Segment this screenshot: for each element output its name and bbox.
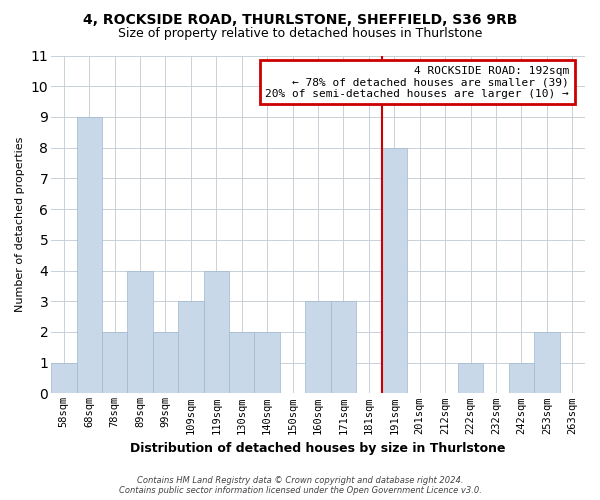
Bar xyxy=(382,148,407,394)
Text: 4, ROCKSIDE ROAD, THURLSTONE, SHEFFIELD, S36 9RB: 4, ROCKSIDE ROAD, THURLSTONE, SHEFFIELD,… xyxy=(83,12,517,26)
X-axis label: Distribution of detached houses by size in Thurlstone: Distribution of detached houses by size … xyxy=(130,442,506,455)
Bar xyxy=(127,270,153,394)
Bar xyxy=(305,301,331,394)
Text: 4 ROCKSIDE ROAD: 192sqm
← 78% of detached houses are smaller (39)
20% of semi-de: 4 ROCKSIDE ROAD: 192sqm ← 78% of detache… xyxy=(265,66,569,99)
Bar xyxy=(77,117,102,394)
Bar xyxy=(509,362,534,394)
Text: Size of property relative to detached houses in Thurlstone: Size of property relative to detached ho… xyxy=(118,28,482,40)
Bar xyxy=(203,270,229,394)
Bar xyxy=(458,362,484,394)
Bar xyxy=(153,332,178,394)
Bar xyxy=(229,332,254,394)
Bar xyxy=(102,332,127,394)
Bar xyxy=(331,301,356,394)
Bar xyxy=(51,362,77,394)
Bar xyxy=(254,332,280,394)
Bar xyxy=(534,332,560,394)
Y-axis label: Number of detached properties: Number of detached properties xyxy=(15,137,25,312)
Bar xyxy=(178,301,203,394)
Text: Contains HM Land Registry data © Crown copyright and database right 2024.
Contai: Contains HM Land Registry data © Crown c… xyxy=(119,476,481,495)
